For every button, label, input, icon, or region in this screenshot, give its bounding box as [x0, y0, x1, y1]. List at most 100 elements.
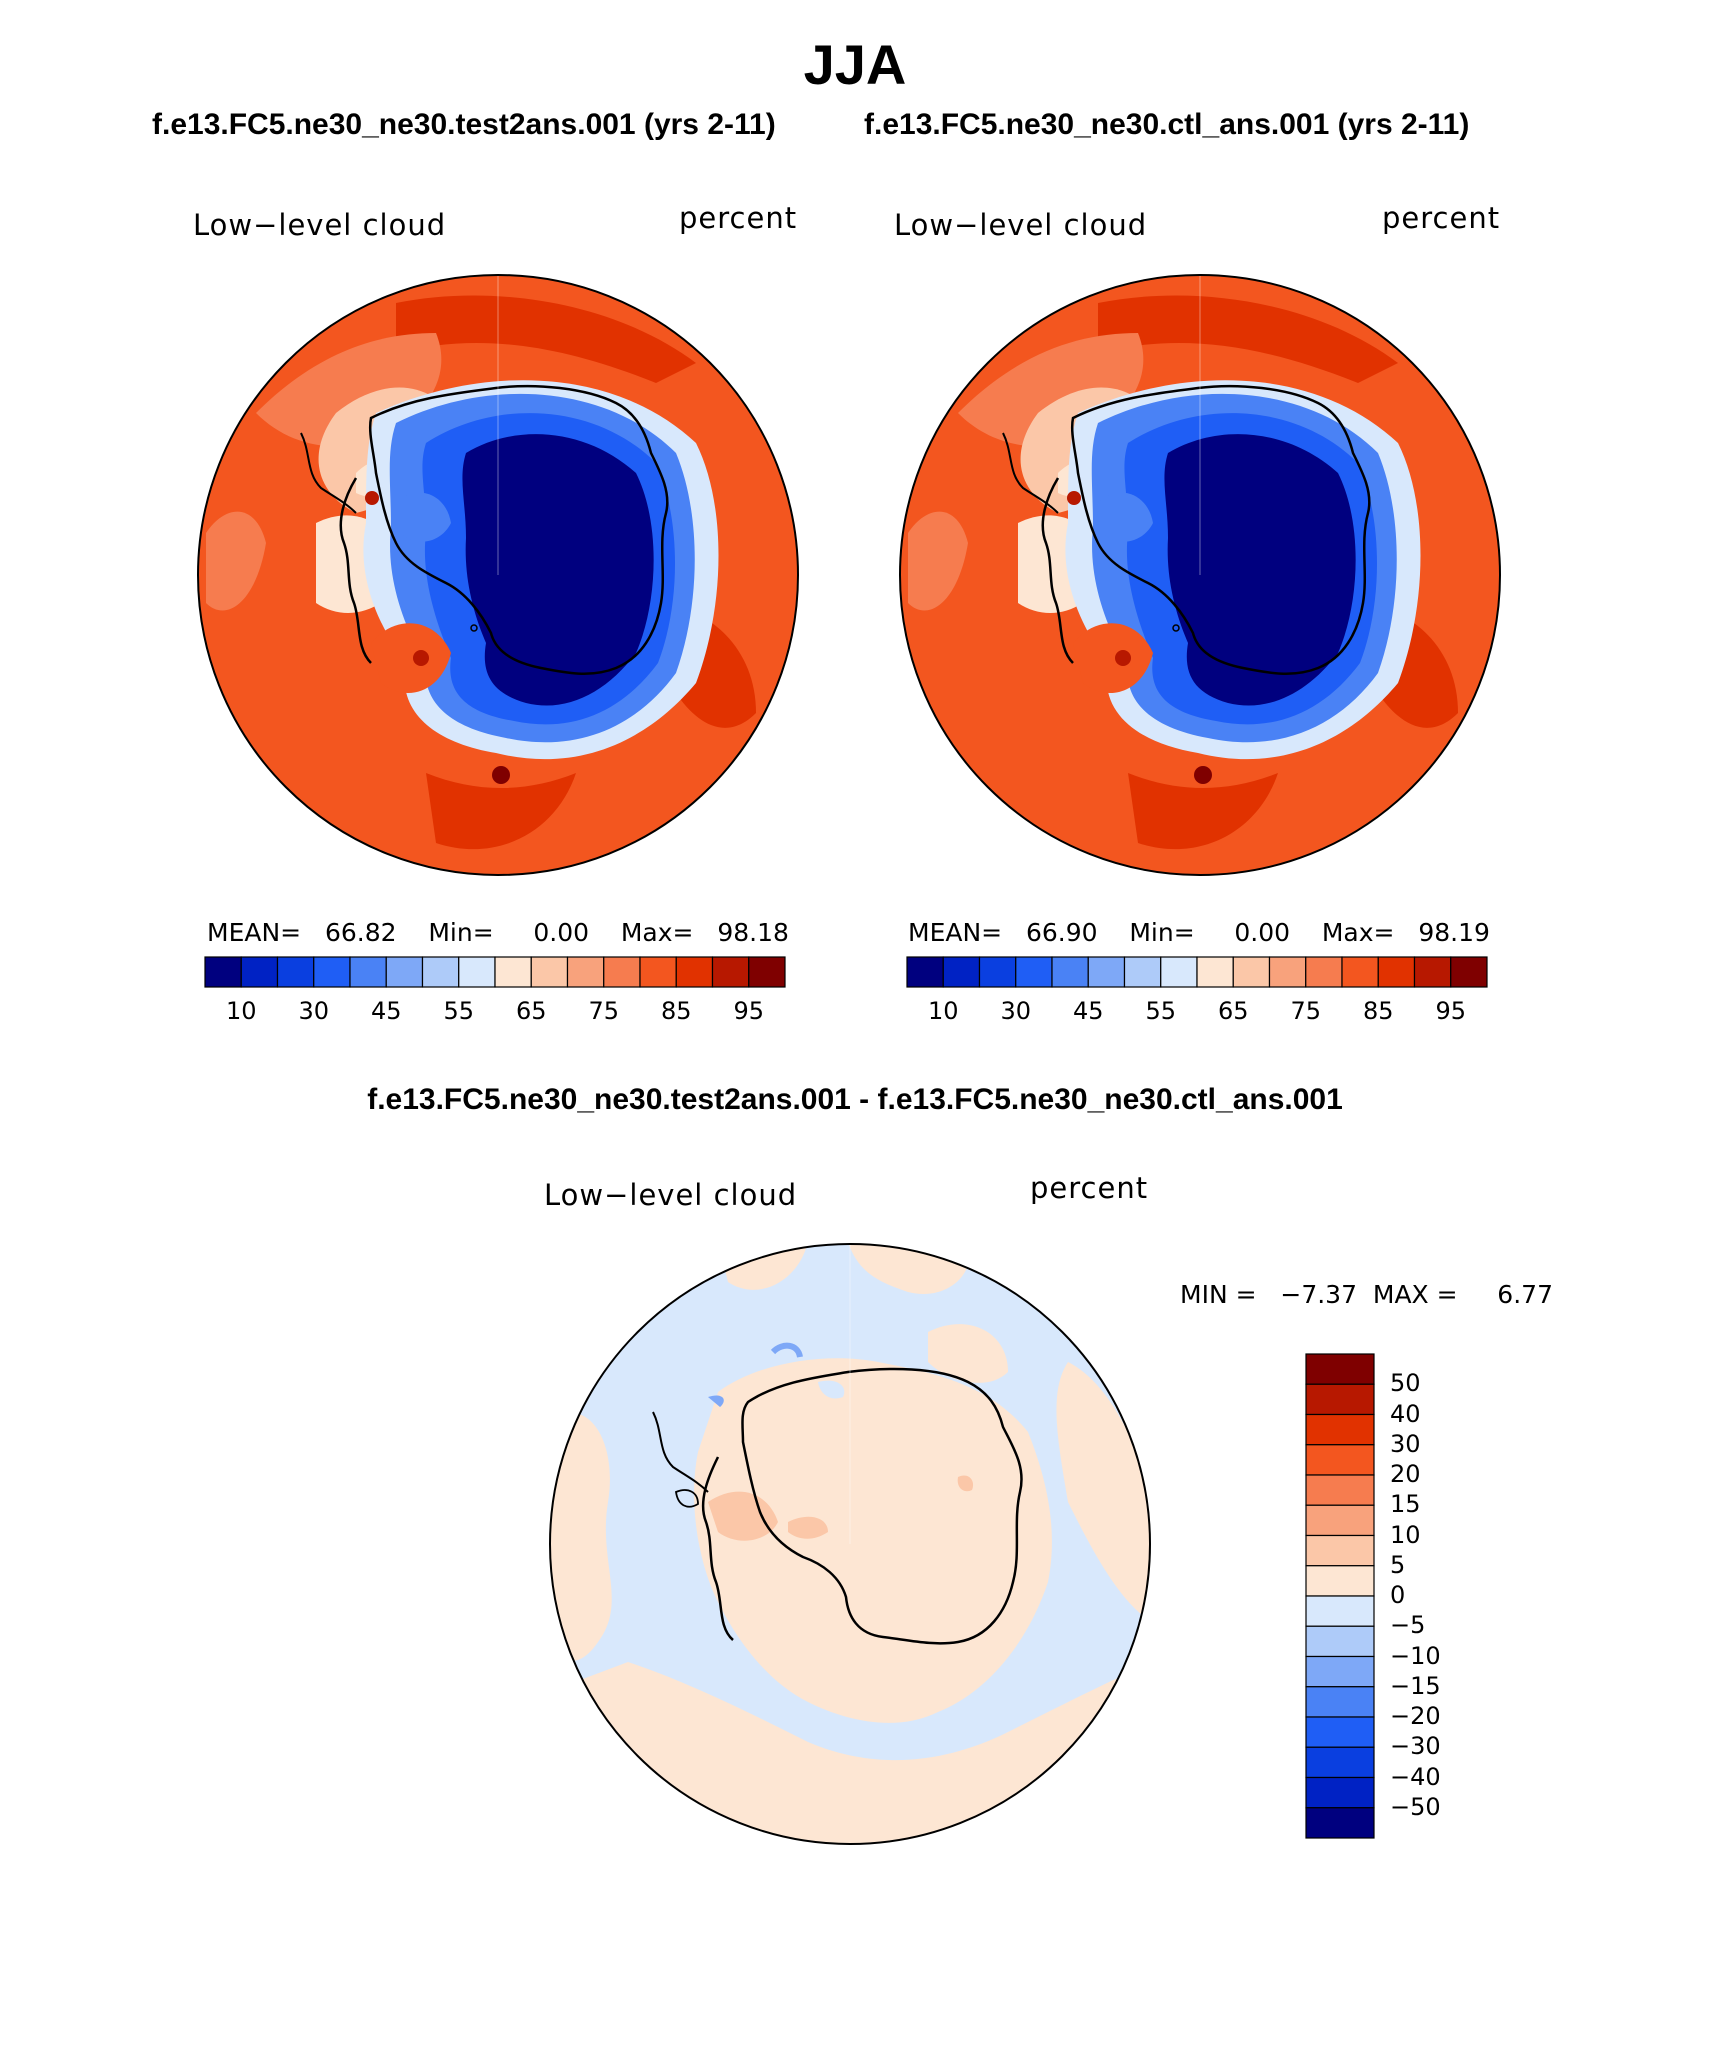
- colorbar-test-box: [276, 956, 315, 988]
- colorbar-test: 10 30 45 55 65 75 85 95: [204, 956, 786, 1025]
- colorbar-ctl-box: [1305, 956, 1343, 988]
- panel2-max-label: Max=: [1321, 918, 1395, 947]
- colorbar-test-tick-label: 10: [225, 997, 257, 1025]
- colorbar-difference-box: [1305, 1565, 1375, 1597]
- colorbar-ctl-box: [1377, 956, 1416, 988]
- colorbar-ctl-tick-label: 65: [1217, 997, 1249, 1025]
- colorbar-difference-box: [1305, 1383, 1375, 1416]
- colorbar-difference-box: [1305, 1686, 1375, 1718]
- colorbar-difference-tick-label: 20: [1390, 1460, 1421, 1488]
- colorbar-test-box: [421, 956, 460, 988]
- colorbar-ctl-box: [1450, 956, 1488, 988]
- colorbar-ctl-box: [978, 956, 1017, 988]
- colorbar-test-box: [748, 956, 786, 988]
- colorbar-difference-tick-label: −10: [1390, 1641, 1441, 1670]
- panel2-mean-label: MEAN=: [908, 918, 1003, 947]
- colorbar-ctl-box: [906, 956, 944, 988]
- colorbar-ctl-tick-label: 45: [1072, 997, 1104, 1025]
- panel2-stats: MEAN= 66.90 Min= 0.00 Max= 98.19: [908, 918, 1490, 947]
- panel1-field-label: Low−level cloud: [193, 208, 447, 242]
- colorbar-test-box: [385, 956, 424, 988]
- colorbar-difference-box: [1305, 1807, 1375, 1839]
- panel1-max-label: Max=: [620, 918, 694, 947]
- map-ctl-case: [899, 273, 1501, 876]
- colorbar-difference-box: [1305, 1534, 1375, 1567]
- panel2-max-value: 98.19: [1418, 918, 1490, 947]
- panel1-units-label: percent: [679, 201, 798, 235]
- colorbar-test-tick-label: 55: [443, 997, 475, 1025]
- panel2-min-value: 0.00: [1234, 918, 1291, 947]
- colorbar-test-box: [204, 956, 242, 988]
- diff-field-label: Low−level cloud: [544, 1178, 798, 1212]
- colorbar-difference-tick-label: −50: [1390, 1792, 1441, 1821]
- colorbar-test-box: [675, 956, 714, 988]
- colorbar-ctl-box: [1268, 956, 1307, 988]
- colorbar-ctl-tick-label: 95: [1435, 997, 1467, 1025]
- panel1-min-label: Min=: [428, 918, 494, 947]
- colorbar-difference-boxes: [1305, 1353, 1375, 1839]
- colorbar-difference-tick-label: −30: [1390, 1732, 1441, 1761]
- colorbar-difference-tick-label: −15: [1390, 1671, 1441, 1700]
- colorbar-ctl-box: [1087, 956, 1126, 988]
- colorbar-ctl-box: [1196, 956, 1234, 988]
- colorbar-ctl-box: [1051, 956, 1089, 988]
- colorbar-ctl-boxes: [906, 956, 1488, 988]
- panel2-units-label: percent: [1382, 201, 1501, 235]
- panel1-min-value: 0.00: [533, 918, 590, 947]
- colorbar-difference-tick-label: 0: [1390, 1581, 1406, 1609]
- colorbar-ctl-tick-label: 10: [927, 997, 959, 1025]
- colorbar-ctl-box: [1413, 956, 1452, 988]
- colorbar-ctl-box: [1123, 956, 1162, 988]
- panel2-field-label: Low−level cloud: [894, 208, 1148, 242]
- colorbar-ctl-tick-label: 55: [1145, 997, 1177, 1025]
- colorbar-test-box: [530, 956, 569, 988]
- colorbar-difference-box: [1305, 1716, 1375, 1748]
- colorbar-ctl-box: [1015, 956, 1053, 988]
- panel2-min-label: Min=: [1129, 918, 1195, 947]
- diff-min-max: MIN = −7.37 MAX = 6.77: [1180, 1280, 1553, 1309]
- colorbar-test-tick-label: 75: [588, 997, 620, 1025]
- map-difference: [549, 1242, 1151, 1845]
- colorbar-test-box: [603, 956, 641, 988]
- colorbar-difference-box: [1305, 1625, 1375, 1658]
- season-title: JJA: [803, 33, 907, 96]
- colorbar-ctl-box: [1341, 956, 1379, 988]
- colorbar-difference-box: [1305, 1776, 1375, 1809]
- colorbar-ctl-tick-label: 85: [1362, 997, 1394, 1025]
- colorbar-test-box: [566, 956, 605, 988]
- colorbar-difference-tick-label: 5: [1390, 1550, 1406, 1579]
- colorbar-difference-tick-label: 30: [1390, 1429, 1421, 1458]
- colorbar-test-box: [639, 956, 677, 988]
- colorbar-difference-tick-label: 15: [1390, 1490, 1421, 1519]
- test-case-title: f.e13.FC5.ne30_ne30.test2ans.001 (yrs 2-…: [152, 108, 776, 141]
- colorbar-difference-tick-label: −20: [1390, 1702, 1441, 1730]
- colorbar-difference-box: [1305, 1504, 1375, 1537]
- colorbar-test-box: [494, 956, 532, 988]
- map-test-case: [197, 273, 799, 876]
- colorbar-difference-box: [1305, 1413, 1375, 1446]
- colorbar-ctl-tick-label: 75: [1290, 997, 1322, 1025]
- ctl-case-title: f.e13.FC5.ne30_ne30.ctl_ans.001 (yrs 2-1…: [864, 108, 1470, 141]
- colorbar-test-tick-label: 65: [515, 997, 547, 1025]
- colorbar-difference: 50 40 30 20 15 10 5 0 −5 −10 −15 −20 −30 −40 −50: [1305, 1353, 1441, 1839]
- colorbar-test-box: [349, 956, 387, 988]
- colorbar-test-box: [711, 956, 750, 988]
- panel1-stats: MEAN= 66.82 Min= 0.00 Max= 98.18: [207, 918, 789, 947]
- colorbar-test-box: [458, 956, 496, 988]
- colorbar-test-tick-label: 30: [298, 997, 330, 1025]
- panel1-mean-label: MEAN=: [207, 918, 302, 947]
- colorbar-ctl-box: [942, 956, 981, 988]
- colorbar-difference-tick-label: 10: [1390, 1520, 1421, 1549]
- colorbar-test-box: [240, 956, 279, 988]
- colorbar-ctl-box: [1232, 956, 1271, 988]
- colorbar-difference-box: [1305, 1595, 1375, 1627]
- colorbar-test-boxes: [204, 956, 786, 988]
- colorbar-ctl-tick-label: 30: [1000, 997, 1032, 1025]
- colorbar-difference-box: [1305, 1746, 1375, 1779]
- colorbar-test-box: [313, 956, 351, 988]
- diff-title: f.e13.FC5.ne30_ne30.test2ans.001 - f.e13…: [367, 1083, 1343, 1116]
- colorbar-ctl: 10 30 45 55 65 75 85 95: [906, 956, 1488, 1025]
- colorbar-difference-box: [1305, 1353, 1375, 1385]
- colorbar-difference-box: [1305, 1444, 1375, 1476]
- colorbar-test-tick-label: 45: [370, 997, 402, 1025]
